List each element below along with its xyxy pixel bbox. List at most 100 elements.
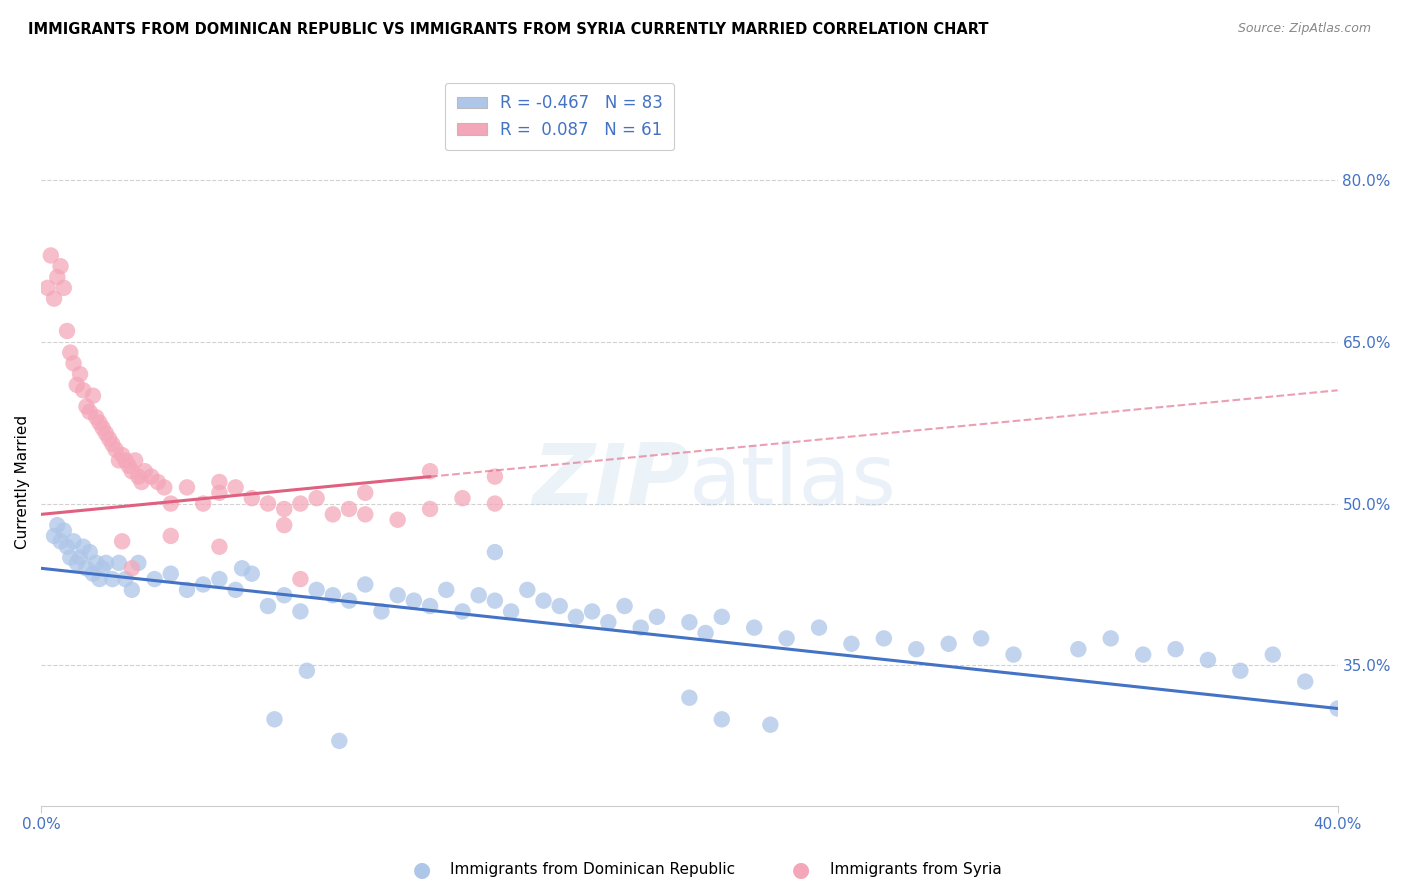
Point	[354, 508, 377, 522]
Text: Source: ZipAtlas.com: Source: ZipAtlas.com	[1237, 22, 1371, 36]
Point	[84, 556, 107, 570]
Point	[402, 593, 425, 607]
Point	[328, 734, 350, 748]
Point	[231, 561, 253, 575]
Legend: R = -0.467   N = 83, R =  0.087   N = 61: R = -0.467 N = 83, R = 0.087 N = 61	[444, 83, 675, 150]
Point	[42, 529, 65, 543]
Point	[91, 421, 114, 435]
Point	[1197, 653, 1219, 667]
Point	[484, 545, 506, 559]
Point	[305, 582, 328, 597]
Point	[841, 637, 863, 651]
Point	[322, 508, 344, 522]
Point	[117, 458, 139, 473]
Point	[52, 281, 75, 295]
Point	[273, 502, 295, 516]
Point	[114, 572, 136, 586]
Point	[94, 556, 117, 570]
Point	[581, 604, 603, 618]
Point	[484, 497, 506, 511]
Point	[89, 572, 111, 586]
Point	[419, 464, 441, 478]
Point	[387, 513, 409, 527]
Text: Immigrants from Dominican Republic: Immigrants from Dominican Republic	[450, 863, 735, 877]
Point	[1067, 642, 1090, 657]
Point	[114, 453, 136, 467]
Point	[56, 324, 79, 338]
Point	[76, 561, 98, 575]
Point	[354, 577, 377, 591]
Point	[111, 448, 134, 462]
Point	[322, 588, 344, 602]
Point	[387, 588, 409, 602]
Point	[678, 615, 700, 630]
Point	[710, 712, 733, 726]
Point	[79, 405, 101, 419]
Point	[354, 485, 377, 500]
Point	[970, 632, 993, 646]
Point	[516, 582, 538, 597]
Point	[630, 621, 652, 635]
Point	[127, 469, 149, 483]
Point	[108, 453, 131, 467]
Point	[82, 566, 104, 581]
Point	[1229, 664, 1251, 678]
Point	[59, 345, 82, 359]
Point	[141, 469, 163, 483]
Point	[451, 604, 474, 618]
Point	[59, 550, 82, 565]
Point	[533, 593, 555, 607]
Point	[193, 497, 215, 511]
Point	[131, 475, 153, 489]
Point	[111, 534, 134, 549]
Point	[52, 524, 75, 538]
Text: ●: ●	[793, 860, 810, 880]
Point	[759, 717, 782, 731]
Text: ●: ●	[413, 860, 430, 880]
Point	[49, 534, 72, 549]
Point	[1294, 674, 1316, 689]
Point	[134, 464, 156, 478]
Point	[565, 610, 588, 624]
Point	[121, 464, 143, 478]
Point	[467, 588, 489, 602]
Point	[290, 604, 312, 618]
Point	[1132, 648, 1154, 662]
Point	[82, 389, 104, 403]
Point	[225, 480, 247, 494]
Point	[146, 475, 169, 489]
Point	[72, 540, 94, 554]
Point	[94, 426, 117, 441]
Point	[208, 485, 231, 500]
Point	[938, 637, 960, 651]
Point	[257, 497, 280, 511]
Point	[1326, 701, 1348, 715]
Point	[56, 540, 79, 554]
Text: IMMIGRANTS FROM DOMINICAN REPUBLIC VS IMMIGRANTS FROM SYRIA CURRENTLY MARRIED CO: IMMIGRANTS FROM DOMINICAN REPUBLIC VS IM…	[28, 22, 988, 37]
Point	[37, 281, 59, 295]
Point	[66, 556, 89, 570]
Point	[121, 582, 143, 597]
Point	[108, 556, 131, 570]
Point	[710, 610, 733, 624]
Point	[76, 400, 98, 414]
Text: Immigrants from Syria: Immigrants from Syria	[830, 863, 1001, 877]
Point	[337, 593, 360, 607]
Point	[143, 572, 166, 586]
Point	[46, 270, 69, 285]
Point	[176, 480, 198, 494]
Point	[1261, 648, 1284, 662]
Point	[124, 453, 146, 467]
Point	[678, 690, 700, 705]
Point	[84, 410, 107, 425]
Point	[548, 599, 571, 613]
Point	[419, 502, 441, 516]
Point	[62, 534, 84, 549]
Point	[613, 599, 636, 613]
Point	[598, 615, 620, 630]
Point	[484, 469, 506, 483]
Point	[49, 260, 72, 274]
Point	[905, 642, 928, 657]
Point	[159, 529, 181, 543]
Point	[645, 610, 668, 624]
